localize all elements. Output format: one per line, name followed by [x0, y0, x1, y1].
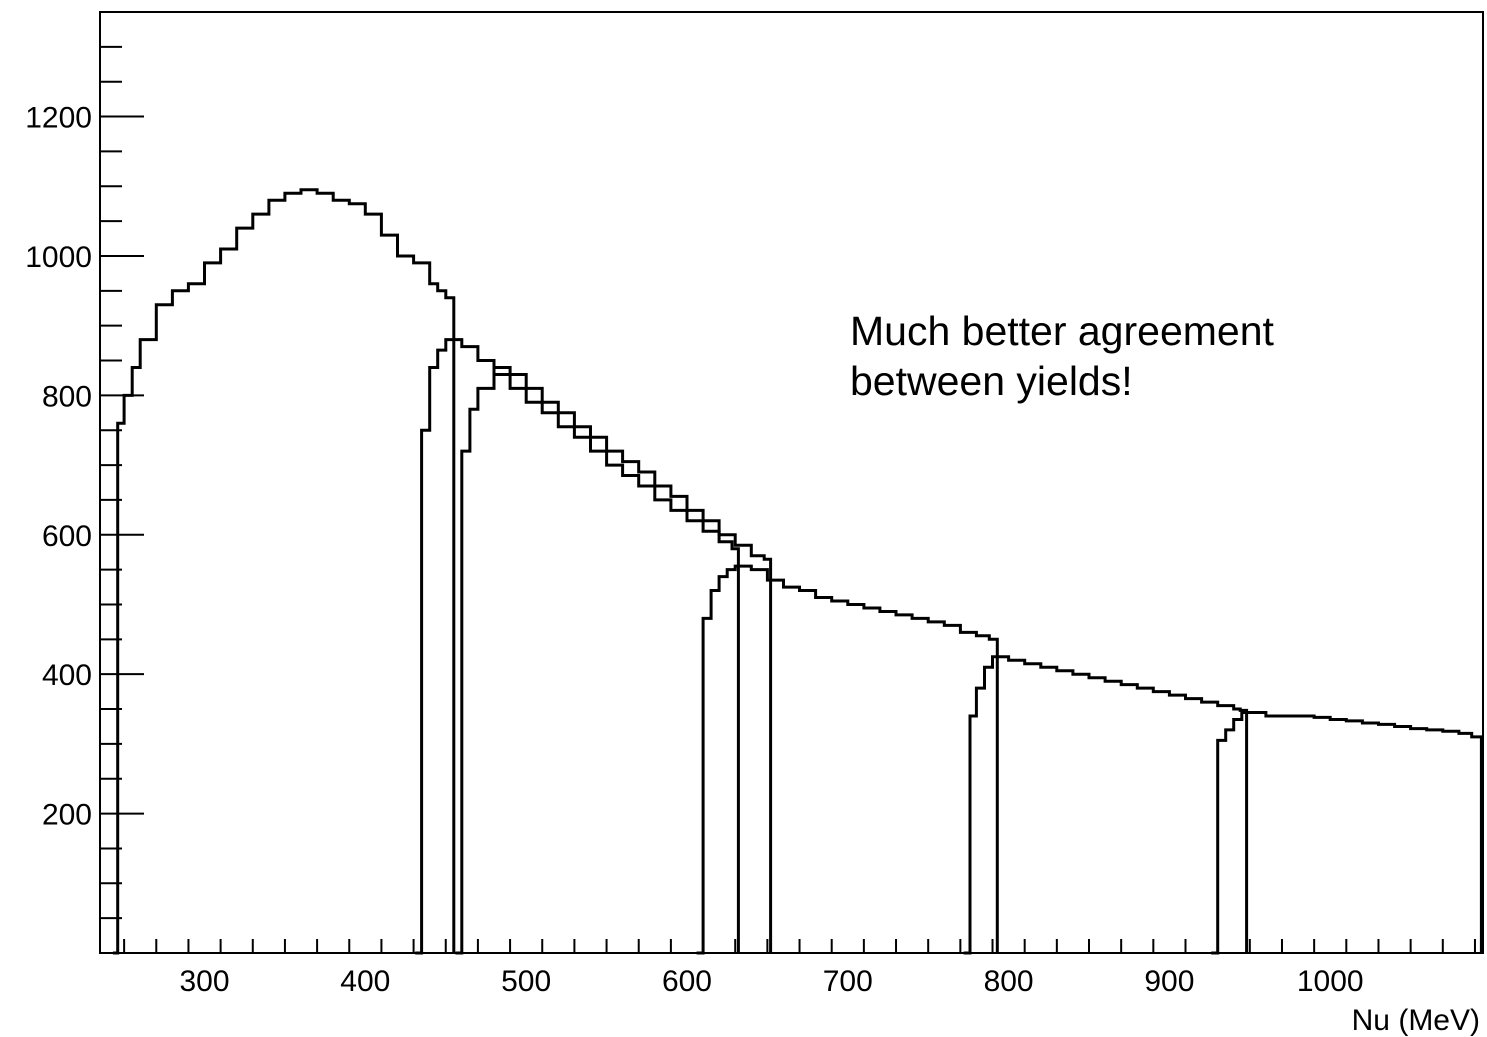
- annotation-line-2: between yields!: [850, 358, 1133, 404]
- y-tick-label: 800: [42, 380, 92, 413]
- series-layer: [112, 188, 1483, 955]
- y-tick-label: 1200: [25, 102, 92, 135]
- x-axis: 300 400 500 600 700 800 900 1000: [123, 939, 1476, 998]
- x-tick-label: 700: [823, 965, 873, 998]
- annotation-text: Much better agreement between yields!: [850, 306, 1274, 406]
- x-tick-label: 900: [1144, 965, 1194, 998]
- y-tick-label: 600: [42, 520, 92, 553]
- histogram-series-6: [1211, 711, 1483, 955]
- y-axis: 200 400 600 800 1000 1200: [25, 11, 144, 920]
- plot-frame: [99, 11, 1484, 954]
- y-tick-label: 1000: [25, 241, 92, 274]
- x-tick-label: 400: [340, 965, 390, 998]
- y-tick-label: 400: [42, 659, 92, 692]
- histogram-series-1: [112, 188, 456, 955]
- x-tick-label: 600: [662, 965, 712, 998]
- histogram-series-5: [963, 655, 1249, 955]
- x-tick-label: 1000: [1297, 965, 1364, 998]
- histogram-series-3: [455, 366, 773, 955]
- histogram-series-2: [415, 338, 740, 955]
- histogram-series-4: [696, 564, 999, 955]
- x-tick-label: 800: [984, 965, 1034, 998]
- y-tick-label: 200: [42, 799, 92, 832]
- annotation-line-1: Much better agreement: [850, 308, 1274, 354]
- plot-border: [99, 11, 1484, 954]
- x-tick-label: 500: [501, 965, 551, 998]
- x-axis-title: Nu (MeV): [1352, 1004, 1480, 1037]
- x-tick-label: 300: [179, 965, 229, 998]
